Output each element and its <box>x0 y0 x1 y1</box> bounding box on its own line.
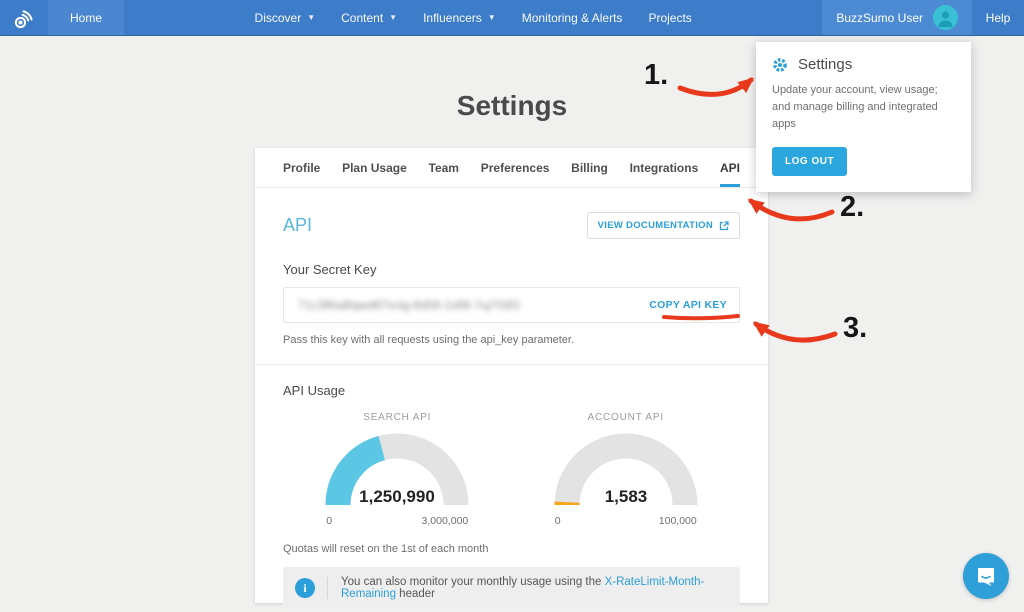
section-divider <box>255 364 768 365</box>
annotation-step-2-label: 2. <box>840 191 864 223</box>
nav-item-help[interactable]: Help <box>972 0 1024 35</box>
search-api-gauge-min: 0 <box>326 515 333 527</box>
quota-reset-note: Quotas will reset on the 1st of each mon… <box>283 543 489 555</box>
nav-home-label: Home <box>70 10 103 25</box>
nav-monitoring-label: Monitoring & Alerts <box>521 10 623 25</box>
chevron-down-icon: ▼ <box>389 13 398 22</box>
nav-spacer <box>705 0 823 35</box>
nav-content-label: Content <box>341 10 384 25</box>
nav-item-monitoring-alerts[interactable]: Monitoring & Alerts <box>509 0 636 35</box>
nav-discover-label: Discover <box>254 10 302 25</box>
view-documentation-label: VIEW DOCUMENTATION <box>597 220 713 231</box>
settings-tabs: Profile Plan Usage Team Preferences Bill… <box>255 148 768 188</box>
view-documentation-button[interactable]: VIEW DOCUMENTATION <box>586 212 740 239</box>
settings-card: Profile Plan Usage Team Preferences Bill… <box>255 148 768 609</box>
nav-item-projects[interactable]: Projects <box>635 0 704 35</box>
account-api-gauge-max: 100,000 <box>658 515 697 527</box>
api-usage-heading: API Usage <box>283 383 346 398</box>
annotation-step-3-label: 3. <box>843 312 867 344</box>
tab-integrations[interactable]: Integrations <box>629 160 699 175</box>
search-api-gauge: SEARCH API 1,250,990 0 3,000,000 <box>283 412 512 527</box>
annotation-step-1-label: 1. <box>644 59 668 91</box>
nav-item-content[interactable]: Content ▼ <box>328 0 410 35</box>
info-icon: i <box>295 578 315 598</box>
search-api-gauge-scale: 0 3,000,000 <box>322 515 472 527</box>
api-usage-gauges: SEARCH API 1,250,990 0 3,000,000 ACCOUNT… <box>283 412 740 527</box>
nav-user-label: BuzzSumo User <box>836 10 924 25</box>
banner-text: You can also monitor your monthly usage … <box>341 576 728 600</box>
account-api-gauge: ACCOUNT API 1,583 0 100,000 <box>512 412 741 527</box>
info-banner: i You can also monitor your monthly usag… <box>283 567 740 609</box>
nav-user-menu[interactable]: BuzzSumo User <box>822 0 973 35</box>
copy-api-key-button[interactable]: COPY API KEY <box>649 299 727 311</box>
tab-profile[interactable]: Profile <box>283 160 321 175</box>
page-title: Settings <box>456 90 568 121</box>
tab-plan-usage[interactable]: Plan Usage <box>342 160 407 175</box>
tab-api[interactable]: API <box>719 148 740 187</box>
banner-divider <box>327 577 328 599</box>
account-api-gauge-chart: 1,583 <box>554 433 698 506</box>
tab-billing[interactable]: Billing <box>571 160 608 175</box>
api-key-note: Pass this key with all requests using th… <box>283 334 575 346</box>
chevron-down-icon: ▼ <box>487 13 496 22</box>
api-section-heading: API <box>283 215 313 235</box>
buzzsumo-logo[interactable] <box>0 0 48 35</box>
banner-text-before: You can also monitor your monthly usage … <box>341 576 605 588</box>
buzzsumo-logo-icon <box>14 9 33 28</box>
settings-popover: Settings Update your account, view usage… <box>756 42 971 193</box>
nav-influencers-label: Influencers <box>423 10 482 25</box>
user-avatar <box>933 5 959 30</box>
nav-projects-label: Projects <box>648 10 692 25</box>
api-tab-panel: API VIEW DOCUMENTATION Your Secret Key 7… <box>255 212 768 609</box>
search-api-gauge-value: 1,250,990 <box>359 487 435 506</box>
secret-key-field: 71c38haBqwd87sctg-8d58-1s68-7uj7G83 COPY… <box>283 287 740 323</box>
settings-popover-description: Update your account, view usage; and man… <box>772 84 938 131</box>
banner-text-after: header <box>395 588 435 600</box>
nav-spacer <box>124 0 242 35</box>
nav-item-discover[interactable]: Discover ▼ <box>242 0 329 35</box>
nav-item-home[interactable]: Home <box>48 0 125 35</box>
settings-popover-title: Settings <box>798 56 853 73</box>
secret-key-label: Your Secret Key <box>283 262 377 277</box>
secret-key-value: 71c38haBqwd87sctg-8d58-1s68-7uj7G83 <box>298 298 520 312</box>
external-link-icon <box>719 220 729 230</box>
tab-preferences[interactable]: Preferences <box>480 160 550 175</box>
account-api-gauge-min: 0 <box>554 515 561 527</box>
settings-popover-header: Settings <box>772 56 955 73</box>
log-out-button[interactable]: LOG OUT <box>772 147 848 177</box>
tab-team[interactable]: Team <box>428 160 459 175</box>
top-nav: Home Discover ▼ Content ▼ Influencers ▼ … <box>0 0 1024 36</box>
account-api-gauge-value: 1,583 <box>604 487 647 506</box>
account-api-gauge-scale: 0 100,000 <box>551 515 701 527</box>
chat-launcher-button[interactable] <box>963 553 1009 599</box>
nav-item-influencers[interactable]: Influencers ▼ <box>410 0 509 35</box>
chevron-down-icon: ▼ <box>307 13 316 22</box>
search-api-gauge-chart: 1,250,990 <box>325 433 469 506</box>
rate-limit-header-link[interactable]: X-RateLimit-Month-Remaining <box>341 576 705 600</box>
nav-help-label: Help <box>985 10 1011 25</box>
chat-bubble-icon <box>978 568 994 586</box>
account-api-gauge-title: ACCOUNT API <box>587 412 664 423</box>
search-api-gauge-max: 3,000,000 <box>421 515 469 527</box>
person-icon <box>933 5 959 30</box>
gear-icon <box>773 57 787 72</box>
search-api-gauge-title: SEARCH API <box>363 412 432 423</box>
